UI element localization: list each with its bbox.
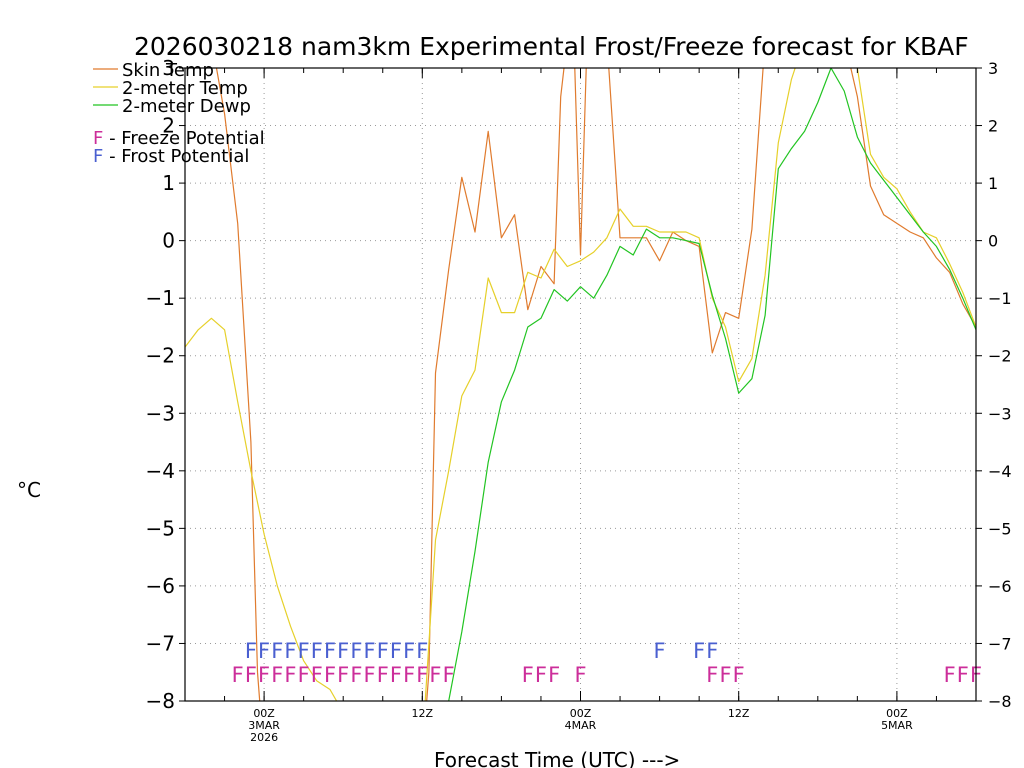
y-tick-label-right: −5 <box>988 519 1012 538</box>
series-line-2-meter-temp <box>185 68 976 701</box>
y-tick-label-left: −8 <box>146 689 175 713</box>
y-tick-label-left: −3 <box>146 401 175 425</box>
freeze-potential-marker: F <box>377 663 389 687</box>
freeze-potential-marker: F <box>944 663 956 687</box>
y-tick-label-right: −4 <box>988 462 1012 481</box>
frost-potential-marker: F <box>390 639 402 663</box>
freeze-potential-marker: F <box>298 663 310 687</box>
freeze-potential-marker: F <box>548 663 560 687</box>
freeze-potential-marker: F <box>271 663 283 687</box>
freeze-potential-marker: F <box>390 663 402 687</box>
y-tick-label-left: −4 <box>146 459 175 483</box>
x-axis-label: Forecast Time (UTC) ---> <box>434 748 680 768</box>
axis-ticks: −8 −8 −7 −7 −6 −6 −5 −5 −4 −4 −3 −3 −2 −2 −1 −1 0 0 1 1 2 2 3 3… <box>146 56 1012 744</box>
frost-potential-marker: F <box>654 639 666 663</box>
y-tick-label-right: 3 <box>988 59 998 78</box>
frost-potential-marker: F <box>258 639 270 663</box>
y-tick-label-left: −2 <box>146 344 175 368</box>
x-tick-label: 12Z <box>412 707 434 720</box>
chart-title: 2026030218 nam3km Experimental Frost/Fre… <box>134 32 969 61</box>
freeze-potential-marker: F <box>416 663 428 687</box>
legend-label-skin: Skin Temp <box>122 60 214 81</box>
freeze-potential-marker: F <box>443 663 455 687</box>
x-tick-label: 3MAR <box>248 719 280 732</box>
frost-potential-marker: F <box>271 639 283 663</box>
legend-label-2m-temp: 2-meter Temp <box>122 78 248 99</box>
legend-label-2m-dewp: 2-meter Dewp <box>122 96 251 117</box>
legend: Skin Temp 2-meter Temp 2-meter Dewp F - … <box>93 60 265 167</box>
frost-potential-marker: F <box>245 639 257 663</box>
legend-frost-potential: F - Frost Potential <box>93 146 249 167</box>
y-axis-label: °C <box>17 478 41 502</box>
frost-potential-marker: F <box>416 639 428 663</box>
frost-potential-marker: F <box>337 639 349 663</box>
freeze-potential-marker: F <box>719 663 731 687</box>
y-tick-label-right: −2 <box>988 347 1012 366</box>
frost-potential-marker: F <box>364 639 376 663</box>
freeze-potential-marker: F <box>429 663 441 687</box>
freeze-potential-marker: F <box>324 663 336 687</box>
x-tick-label: 2026 <box>250 731 278 744</box>
freeze-potential-marker: F <box>957 663 969 687</box>
freeze-potential-marker: F <box>535 663 547 687</box>
x-tick-label: 00Z <box>570 707 592 720</box>
freeze-potential-marker: F <box>522 663 534 687</box>
frost-potential-marker: F <box>298 639 310 663</box>
freeze-potential-marker: F <box>337 663 349 687</box>
series-lines <box>185 68 976 701</box>
frost-potential-marker: F <box>377 639 389 663</box>
x-tick-label: 5MAR <box>881 719 913 732</box>
y-tick-label-left: −7 <box>146 631 175 655</box>
freeze-potential-marker: F <box>733 663 745 687</box>
freeze-potential-marker: F <box>245 663 257 687</box>
y-tick-label-right: 1 <box>988 174 998 193</box>
series-line-2-meter-dewp <box>448 68 976 701</box>
y-tick-label-left: 1 <box>162 171 175 195</box>
freeze-potential-marker: F <box>364 663 376 687</box>
y-tick-label-right: −7 <box>988 634 1012 653</box>
y-tick-label-left: 3 <box>162 56 175 80</box>
freeze-potential-marker: F <box>232 663 244 687</box>
freeze-potential-marker: F <box>574 663 586 687</box>
y-tick-label-right: −8 <box>988 692 1012 711</box>
potential-markers: F F F F F F F F F F F F F F F F FF F F F F F F F F F F F F F F F F F F F F F F… <box>232 639 982 687</box>
x-tick-label: 4MAR <box>565 719 597 732</box>
y-tick-label-right: −6 <box>988 577 1012 596</box>
x-tick-label: 00Z <box>886 707 908 720</box>
frost-potential-marker: F <box>284 639 296 663</box>
freeze-potential-marker: F <box>284 663 296 687</box>
y-tick-label-left: −1 <box>146 286 175 310</box>
y-tick-label-right: 0 <box>988 232 998 251</box>
frost-potential-marker: F <box>693 639 705 663</box>
y-tick-label-right: 2 <box>988 117 998 136</box>
y-tick-label-right: −1 <box>988 289 1012 308</box>
frost-potential-marker: F <box>311 639 323 663</box>
frost-potential-marker: F <box>350 639 362 663</box>
y-tick-label-left: −6 <box>146 574 175 598</box>
y-tick-label-left: −5 <box>146 516 175 540</box>
y-tick-label-left: 0 <box>162 229 175 253</box>
freeze-potential-marker: F <box>350 663 362 687</box>
freeze-potential-marker: F <box>311 663 323 687</box>
x-tick-label: 00Z <box>253 707 275 720</box>
freeze-potential-marker: F <box>258 663 270 687</box>
frost-potential-marker: F <box>403 639 415 663</box>
y-tick-label-left: 2 <box>162 114 175 138</box>
freeze-potential-marker: F <box>403 663 415 687</box>
legend-freeze-potential: F - Freeze Potential <box>93 128 265 149</box>
y-tick-label-right: −3 <box>988 404 1012 423</box>
x-tick-label: 12Z <box>728 707 750 720</box>
frost-potential-marker: F <box>706 639 718 663</box>
freeze-potential-marker: F <box>706 663 718 687</box>
frost-potential-marker: F <box>324 639 336 663</box>
